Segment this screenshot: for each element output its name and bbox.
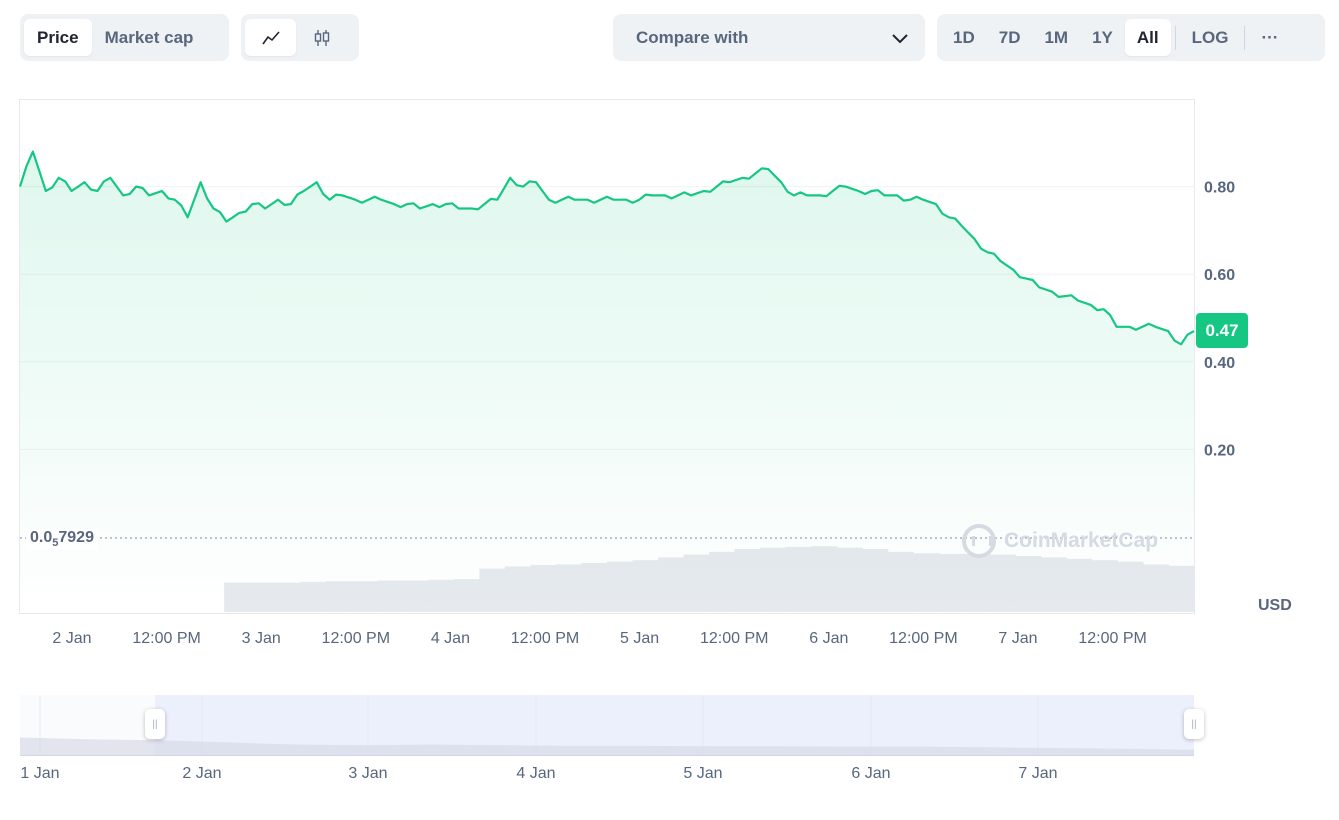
chart-type-toggle bbox=[241, 14, 359, 61]
chevron-down-icon bbox=[892, 33, 908, 43]
price-tab[interactable]: Price bbox=[24, 19, 92, 56]
x-tick-label: 3 Jan bbox=[242, 630, 281, 647]
x-tick-label: 12:00 PM bbox=[322, 630, 390, 647]
currency-label: USD bbox=[1258, 597, 1292, 614]
divider bbox=[1174, 25, 1176, 50]
navigator-right-handle[interactable]: || bbox=[1184, 709, 1204, 739]
market-cap-tab[interactable]: Market cap bbox=[104, 27, 194, 47]
x-tick-label: 2 Jan bbox=[52, 630, 91, 647]
x-tick-label: 12:00 PM bbox=[700, 630, 768, 647]
x-tick-label: 12:00 PM bbox=[1078, 630, 1146, 647]
plot-frame bbox=[19, 99, 1195, 614]
y-tick-label: 0.20 bbox=[1204, 442, 1235, 459]
metric-toggle: Price Market cap bbox=[20, 14, 229, 61]
price-area bbox=[20, 151, 1194, 612]
coinmarketcap-logo-icon bbox=[962, 524, 996, 558]
range-1d-tab[interactable]: 1D bbox=[953, 27, 975, 47]
range-all-tab[interactable]: All bbox=[1124, 19, 1171, 56]
x-tick-label: 12:00 PM bbox=[889, 630, 957, 647]
range-7d-tab[interactable]: 7D bbox=[998, 27, 1021, 47]
range-1y-tab[interactable]: 1Y bbox=[1092, 27, 1113, 47]
navigator-label: 2 Jan bbox=[182, 765, 221, 782]
navigator-label: 5 Jan bbox=[683, 765, 722, 782]
range-1m-tab[interactable]: 1M bbox=[1044, 27, 1069, 47]
navigator-label: 6 Jan bbox=[851, 765, 890, 782]
x-tick-label: 12:00 PM bbox=[132, 630, 200, 647]
y-tick-label: 0.60 bbox=[1204, 267, 1235, 284]
y-tick-label: 0.40 bbox=[1204, 355, 1235, 372]
x-tick-label: 12:00 PM bbox=[511, 630, 579, 647]
line-chart-icon[interactable] bbox=[245, 19, 296, 56]
navigator-left-handle[interactable]: || bbox=[145, 709, 165, 739]
y-tick-label: 0.80 bbox=[1204, 180, 1235, 197]
navigator-label: 4 Jan bbox=[516, 765, 555, 782]
compare-label: Compare with bbox=[636, 27, 749, 47]
x-tick-label: 4 Jan bbox=[431, 630, 470, 647]
x-tick-label: 6 Jan bbox=[809, 630, 848, 647]
navigator-area bbox=[20, 737, 1194, 755]
candlestick-icon[interactable] bbox=[296, 19, 347, 56]
time-range-toggle: 1D 7D 1M 1Y All LOG ··· bbox=[937, 14, 1325, 61]
log-scale-button[interactable]: LOG bbox=[1191, 27, 1229, 47]
watermark-text: CoinMarketCap bbox=[1004, 529, 1159, 552]
navigator-label: 3 Jan bbox=[348, 765, 387, 782]
navigator-label: 7 Jan bbox=[1018, 765, 1057, 782]
min-price-label: 0.057929 bbox=[26, 529, 98, 550]
x-tick-label: 7 Jan bbox=[998, 630, 1037, 647]
more-options-button[interactable]: ··· bbox=[1261, 27, 1279, 47]
price-line bbox=[18, 150, 1195, 346]
navigator-label: 1 Jan bbox=[20, 765, 59, 782]
compare-dropdown[interactable]: Compare with bbox=[613, 14, 925, 61]
watermark: CoinMarketCap bbox=[962, 524, 1158, 558]
divider bbox=[1244, 25, 1246, 50]
x-tick-label: 5 Jan bbox=[620, 630, 659, 647]
current-price-badge: 0.47 bbox=[1196, 313, 1248, 348]
